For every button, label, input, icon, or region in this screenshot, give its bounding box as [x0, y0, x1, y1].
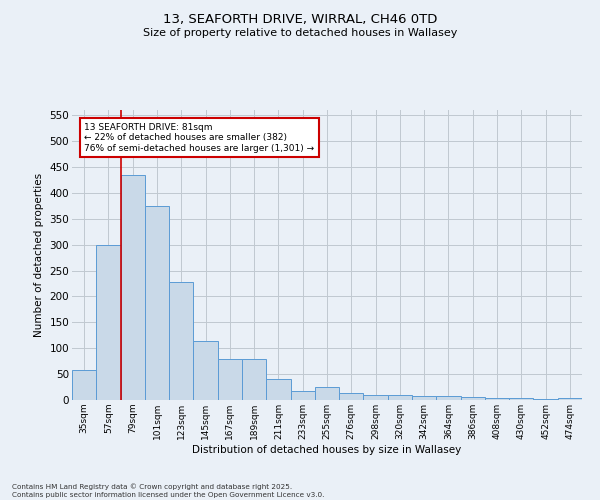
Text: 13, SEAFORTH DRIVE, WIRRAL, CH46 0TD: 13, SEAFORTH DRIVE, WIRRAL, CH46 0TD — [163, 12, 437, 26]
Bar — [169, 282, 193, 400]
X-axis label: Distribution of detached houses by size in Wallasey: Distribution of detached houses by size … — [193, 444, 461, 454]
Text: Size of property relative to detached houses in Wallasey: Size of property relative to detached ho… — [143, 28, 457, 38]
Bar — [558, 398, 582, 400]
Bar — [509, 398, 533, 400]
Bar — [315, 387, 339, 400]
Bar — [193, 342, 218, 400]
Text: 13 SEAFORTH DRIVE: 81sqm
← 22% of detached houses are smaller (382)
76% of semi-: 13 SEAFORTH DRIVE: 81sqm ← 22% of detach… — [85, 123, 314, 152]
Bar — [364, 396, 388, 400]
Bar — [266, 380, 290, 400]
Bar — [145, 206, 169, 400]
Bar — [96, 244, 121, 400]
Bar — [290, 390, 315, 400]
Bar — [412, 396, 436, 400]
Bar — [218, 359, 242, 400]
Bar — [388, 395, 412, 400]
Text: Contains HM Land Registry data © Crown copyright and database right 2025.
Contai: Contains HM Land Registry data © Crown c… — [12, 484, 325, 498]
Bar — [436, 396, 461, 400]
Y-axis label: Number of detached properties: Number of detached properties — [34, 173, 44, 337]
Bar — [121, 174, 145, 400]
Bar — [485, 398, 509, 400]
Bar — [461, 398, 485, 400]
Bar — [242, 359, 266, 400]
Bar — [339, 393, 364, 400]
Bar — [72, 370, 96, 400]
